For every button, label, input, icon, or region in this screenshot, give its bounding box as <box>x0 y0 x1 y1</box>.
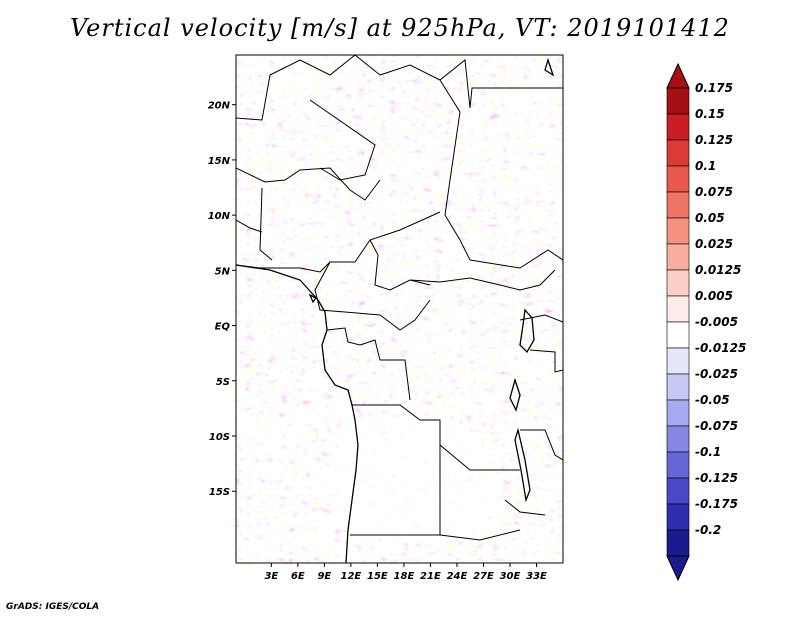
lon-tick-label: 33E <box>526 571 547 582</box>
colorbar-segment <box>666 425 690 453</box>
colorbar-segment <box>666 477 690 505</box>
colorbar-label: 0.0125 <box>695 263 741 277</box>
country-borders <box>236 55 563 541</box>
colorbar-segment <box>666 399 690 427</box>
colorbar-segment <box>666 269 690 297</box>
colorbar-segment <box>666 321 690 349</box>
colorbar-label: -0.05 <box>695 393 730 407</box>
map-frame <box>235 54 564 564</box>
colorbar-label: -0.025 <box>695 367 738 381</box>
colorbar-segment <box>666 217 690 245</box>
colorbar-segment <box>666 451 690 479</box>
grads-credit: GrADS: IGES/COLA <box>6 602 100 612</box>
colorbar-label: -0.2 <box>695 523 721 537</box>
colorbar-top-arrow <box>666 62 690 89</box>
lat-tick-label: 5S <box>216 377 230 388</box>
colorbar-label: -0.0125 <box>695 341 746 355</box>
colorbar-segment <box>666 373 690 401</box>
colorbar-label: 0.075 <box>695 185 733 199</box>
lon-tick-label: 21E <box>420 571 441 582</box>
lon-tick-label: 18E <box>394 571 415 582</box>
colorbar-segment <box>666 191 690 219</box>
latitude-ticks: 20N 15N 10N 5N EQ 5S 10S 15S <box>208 101 236 498</box>
colorbar-label: 0.15 <box>695 107 725 121</box>
colorbar-segment <box>666 139 690 167</box>
colorbar-segment <box>666 243 690 271</box>
colorbar-label: 0.125 <box>695 133 733 147</box>
colorbar-segment <box>666 503 690 531</box>
colorbar-label: -0.175 <box>695 497 738 511</box>
colorbar-segment <box>666 113 690 141</box>
lon-tick-label: 9E <box>317 571 331 582</box>
colorbar-label: 0.05 <box>695 211 725 225</box>
lon-tick-label: 15E <box>367 571 388 582</box>
colorbar-label: -0.125 <box>695 471 738 485</box>
map-title: Vertical velocity [m/s] at 925hPa, VT: 2… <box>70 14 730 42</box>
colorbar: 0.175 0.15 0.125 0.1 0.075 0.05 0.025 0.0125 0.0… <box>666 62 746 582</box>
lat-tick-label: 10S <box>209 432 230 443</box>
colorbar-segment <box>666 347 690 375</box>
colorbar-segment <box>666 295 690 323</box>
longitude-ticks: 3E 6E 9E 12E 15E 18E 21E 24E 27E 30E 33E <box>264 563 547 582</box>
colorbar-label: 0.1 <box>695 159 716 173</box>
colorbar-segment <box>666 87 690 115</box>
colorbar-label: 0.175 <box>695 81 733 95</box>
colorbar-segment <box>666 165 690 193</box>
lat-tick-label: 15S <box>209 487 230 498</box>
lat-tick-label: 5N <box>215 266 231 277</box>
colorbar-bottom-arrow <box>666 555 690 582</box>
lon-tick-label: 3E <box>264 571 278 582</box>
colorbar-label: -0.005 <box>695 315 738 329</box>
lat-tick-label: 15N <box>208 156 231 167</box>
colorbar-label: -0.1 <box>695 445 721 459</box>
colorbar-segment <box>666 529 690 557</box>
lat-tick-label: EQ <box>215 322 231 333</box>
lon-tick-label: 6E <box>291 571 305 582</box>
coastline <box>236 57 555 563</box>
colorbar-label: 0.025 <box>695 237 733 251</box>
colorbar-label: -0.075 <box>695 419 738 433</box>
lon-tick-label: 24E <box>447 571 468 582</box>
lat-tick-label: 10N <box>208 211 231 222</box>
velocity-field <box>236 55 563 563</box>
lon-tick-label: 12E <box>341 571 362 582</box>
lat-tick-label: 20N <box>208 101 231 112</box>
lon-tick-label: 30E <box>500 571 521 582</box>
lon-tick-label: 27E <box>473 571 494 582</box>
colorbar-label: 0.005 <box>695 289 733 303</box>
